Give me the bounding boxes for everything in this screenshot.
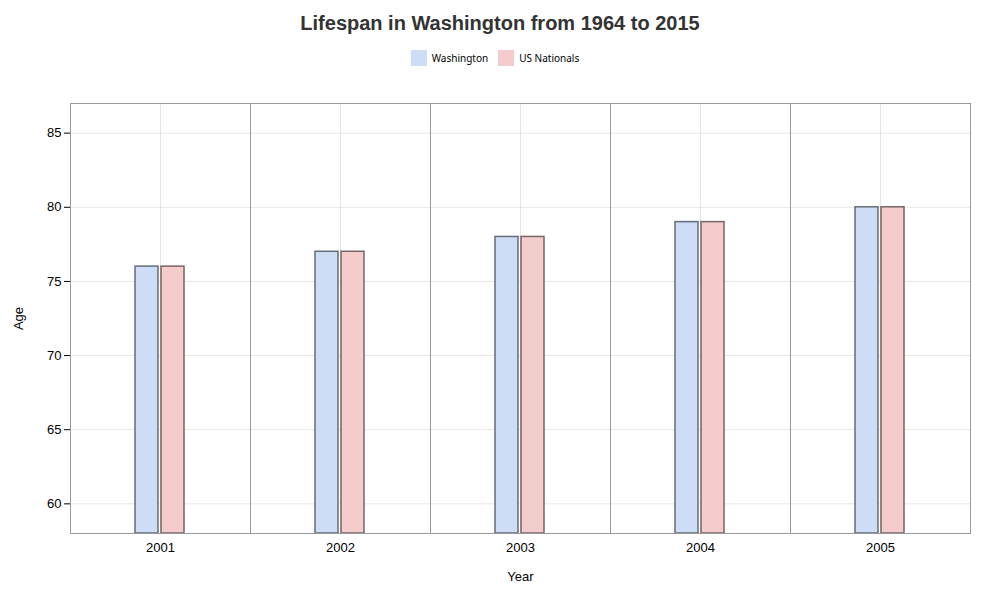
svg-text:85: 85 [47,125,61,140]
svg-text:2002: 2002 [326,540,355,555]
svg-text:Year: Year [507,569,534,584]
svg-text:80: 80 [47,199,61,214]
svg-text:75: 75 [47,274,61,289]
svg-text:60: 60 [47,496,61,511]
svg-text:2001: 2001 [146,540,175,555]
html-text:Washington: Washington [431,50,489,65]
html-text:US Nationals: US Nationals [519,50,580,65]
html-text:Lifespan in Washington from 19: Lifespan in Washington from 1964 to 2015 [300,12,700,34]
svg-text:2005: 2005 [866,540,895,555]
svg-text:2004: 2004 [686,540,715,555]
svg-text:65: 65 [47,422,61,437]
svg-text:Age: Age [11,307,26,330]
svg-text:2003: 2003 [506,540,535,555]
svg-text:70: 70 [47,348,61,363]
